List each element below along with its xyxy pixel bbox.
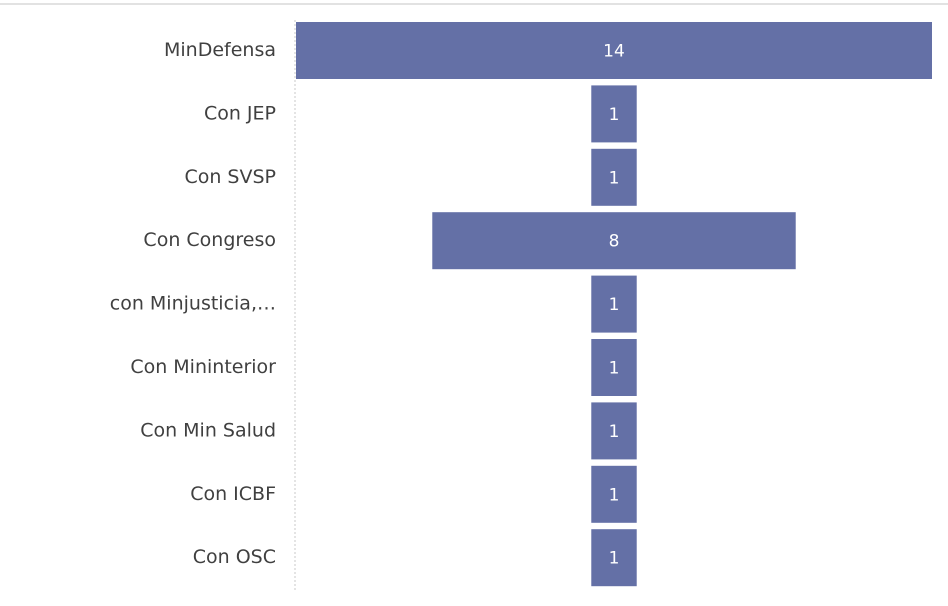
category-label: MinDefensa: [164, 39, 276, 61]
bar: [591, 148, 637, 206]
data-label: 1: [609, 105, 620, 125]
data-label: 1: [609, 422, 620, 442]
category-label: Con Congreso: [143, 229, 276, 251]
bar: [591, 465, 637, 523]
bar: [591, 339, 637, 396]
category-label: con Minjusticia,…: [110, 293, 276, 315]
data-label: 1: [609, 295, 620, 315]
data-label: 1: [609, 359, 620, 379]
category-label: Con OSC: [193, 546, 276, 568]
data-label: 1: [609, 485, 620, 505]
bar: [591, 529, 637, 587]
data-label: 8: [609, 232, 620, 252]
bar: [591, 85, 637, 143]
category-label: Con JEP: [204, 102, 276, 124]
data-label: 1: [609, 549, 620, 569]
category-label: Con ICBF: [190, 483, 276, 505]
bar: [296, 22, 932, 79]
data-label: 14: [603, 42, 625, 62]
data-label: 1: [609, 168, 620, 188]
bar: [591, 275, 637, 333]
bar: [432, 212, 796, 270]
category-label: Con SVSP: [184, 166, 276, 188]
bar: [591, 402, 637, 460]
category-label: Con Min Salud: [140, 419, 276, 441]
category-label: Con Mininterior: [130, 356, 276, 378]
